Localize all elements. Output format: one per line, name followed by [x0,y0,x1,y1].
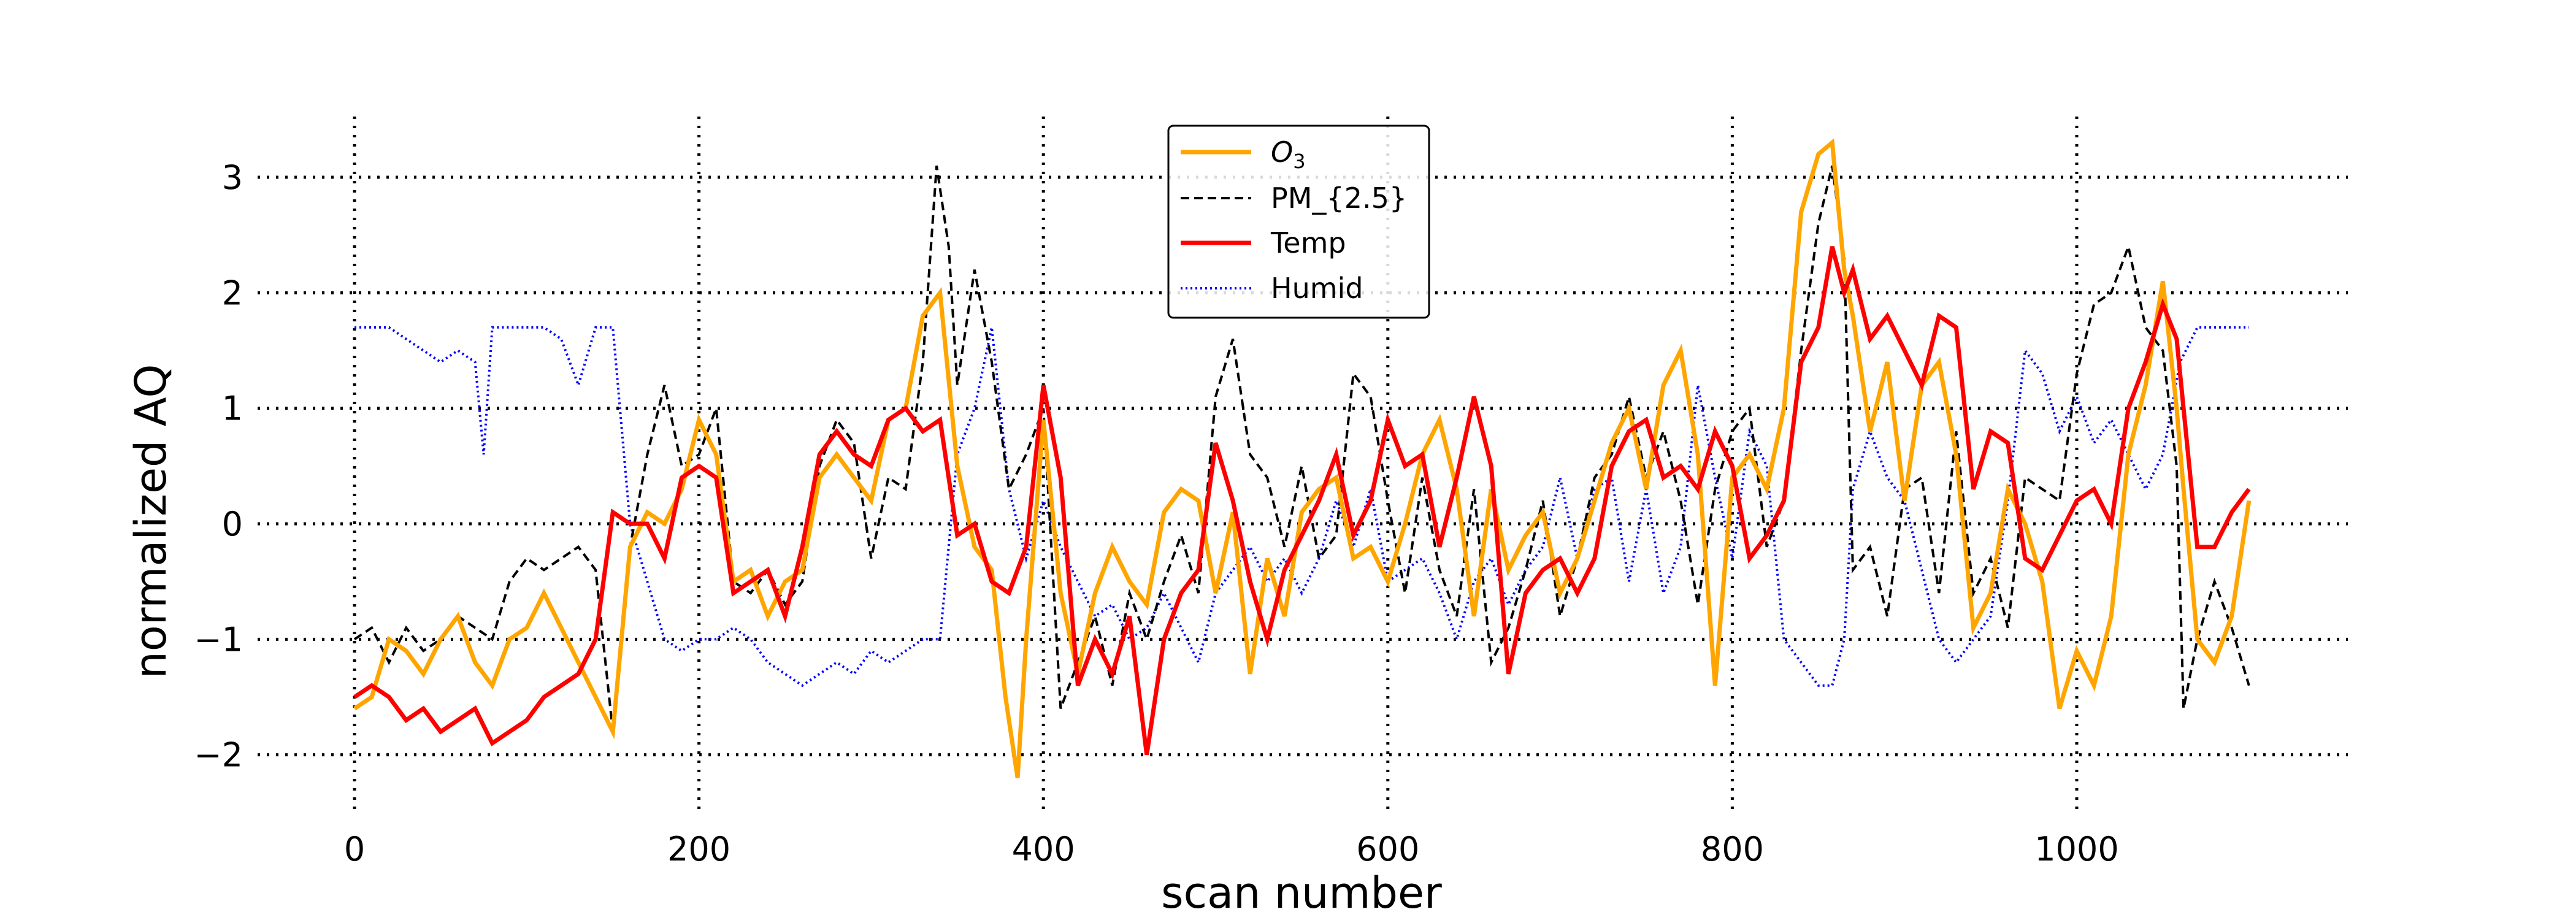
legend-label-subscript: 3 [1293,150,1305,173]
y-tick-label: 3 [222,158,243,197]
y-tick-label: −2 [194,736,243,775]
series-line-pm-2-5 [353,165,2250,732]
y-axis-title: normalized AQ [126,364,176,679]
x-tick-label: 800 [1701,830,1764,868]
legend-label: Temp [1270,226,1346,259]
x-tick-label: 1000 [2034,830,2118,868]
y-tick-label: 0 [222,505,243,543]
legend-box [1167,125,1430,319]
legend-label: O3 [1271,136,1306,173]
legend-label: Humid [1271,272,1363,305]
x-tick-label: 600 [1356,830,1419,868]
y-tick-label: −1 [194,620,243,659]
legend-label-base: O [1271,136,1293,169]
x-tick-label: 0 [344,830,365,868]
legend-label: PM_{2.5} [1271,182,1407,215]
x-axis-title: scan number [1161,868,1442,918]
legend: O3 PM_{2.5} Temp Humid [1167,125,1430,319]
x-tick-label: 200 [667,830,730,868]
axis-ticks: 0 200 400 600 800 1000 −2 −1 0 1 2 3 [194,158,2118,868]
x-tick-label: 400 [1012,830,1075,868]
plot-series [353,138,2252,778]
y-tick-label: 2 [222,274,243,312]
y-tick-label: 1 [222,389,243,428]
series-line-temp [353,246,2251,756]
series-line-humid [355,326,2249,688]
